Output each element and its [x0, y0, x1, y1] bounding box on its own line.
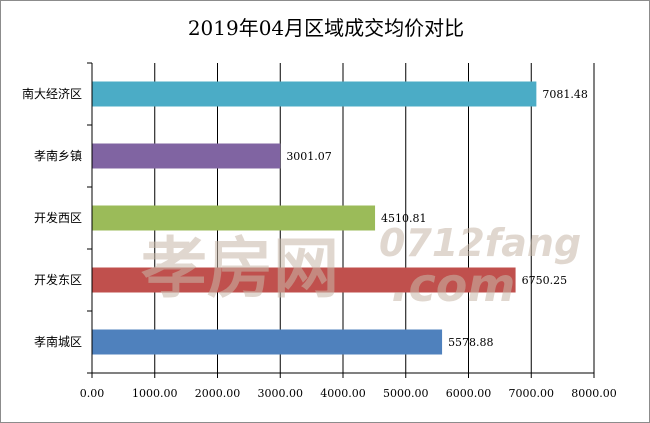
x-tick-label: 6000.00 [446, 387, 492, 400]
category-label: 南大经济区 [22, 86, 82, 101]
x-tick-label: 5000.00 [383, 387, 429, 400]
x-tick-label: 0.00 [80, 387, 105, 400]
x-tick-label: 2000.00 [195, 387, 241, 400]
category-label: 开发西区 [34, 210, 82, 225]
bar [92, 329, 443, 355]
watermark-en-top: 0712fang [379, 221, 581, 265]
watermark-cn: 孝房网 [141, 230, 339, 307]
category-label: 开发东区 [34, 272, 82, 287]
axes [87, 62, 595, 378]
bar [92, 81, 537, 107]
x-tick-label: 7000.00 [509, 387, 555, 400]
value-label: 7081.48 [542, 88, 588, 101]
category-label: 孝南城区 [34, 334, 82, 349]
watermark-en-bottom: .com [391, 258, 515, 312]
x-tick-label: 3000.00 [258, 387, 304, 400]
value-label: 3001.07 [286, 150, 332, 163]
bar [92, 205, 376, 231]
x-tick-label: 1000.00 [132, 387, 178, 400]
chart-title: 2019年04月区域成交均价对比 [188, 16, 464, 40]
labels: 0.00 1000.00 2000.00 3000.00 4000.00 5000.00 6… [22, 86, 617, 400]
bar [92, 267, 516, 293]
bars [92, 81, 537, 355]
value-label: 6750.25 [522, 274, 568, 287]
value-label: 5578.88 [448, 336, 494, 349]
watermark: 孝房网 0712fang .com [141, 221, 581, 312]
category-label: 孝南乡镇 [34, 148, 82, 163]
bar [92, 143, 281, 169]
x-tick-label: 4000.00 [320, 387, 366, 400]
value-label: 4510.81 [381, 212, 427, 225]
x-tick-label: 8000.00 [571, 387, 617, 400]
